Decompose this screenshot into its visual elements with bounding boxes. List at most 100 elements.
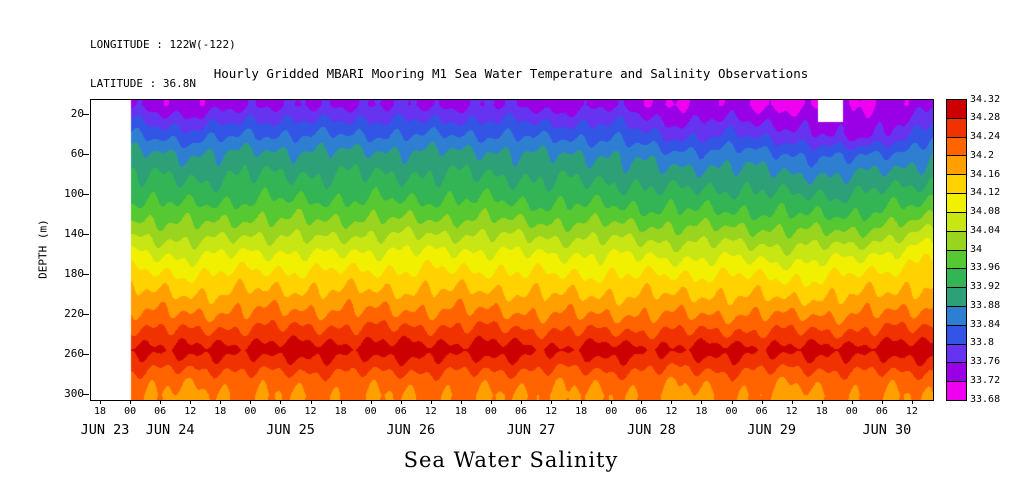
colorbar-cell [947,382,966,400]
colorbar-tick-label: 34.12 [970,187,1001,199]
x-hour-tick-label: 00 [484,406,497,417]
x-day-label: JUN 29 [747,422,796,438]
colorbar-tick-label: 33.8 [970,337,995,349]
y-tick-label: 220 [64,307,84,320]
plot-title: Hourly Gridded MBARI Mooring M1 Sea Wate… [213,66,809,81]
x-axis-tick [521,400,523,404]
y-axis-tick [83,354,89,355]
colorbar-cell [947,212,966,232]
x-hour-tick-label: 18 [695,406,708,417]
colorbar-cell [947,156,966,176]
bottom-axis-title: Sea Water Salinity [403,448,619,472]
x-day-label: JUN 24 [145,422,195,438]
colorbar-cell [947,363,966,383]
y-axis-tick [83,274,89,275]
y-axis-tick [83,154,89,155]
y-tick-label: 100 [64,187,84,200]
x-axis-tick [881,400,883,404]
x-hour-tick-label: 06 [274,406,287,417]
x-hour-tick-label: 06 [755,406,768,417]
colorbar-tick-label: 34.2 [970,149,995,161]
x-axis-tick [791,400,793,404]
y-axis-tick [83,394,89,395]
x-axis-tick [611,400,613,404]
colorbar-cell [947,118,966,138]
y-axis-tick [83,194,89,195]
x-hour-tick-label: 18 [334,406,347,417]
x-axis-tick [370,400,372,404]
colorbar-cell [947,194,966,213]
colorbar-tick-label: 34.16 [970,168,1001,180]
y-axis-tick [83,234,89,235]
colorbar-tick-label: 33.68 [970,393,1001,405]
x-hour-tick-label: 12 [665,406,678,417]
x-hour-tick-label: 18 [93,406,107,417]
longitude-text: LONGITUDE : 122W(-122) [90,38,236,51]
x-axis-tick [220,400,222,404]
x-axis-tick [100,400,102,404]
x-hour-tick-label: 18 [575,406,588,417]
x-day-label: JUN 23 [80,422,130,438]
x-day-label: JUN 30 [862,422,912,438]
x-hour-tick-label: 18 [454,406,467,417]
x-hour-tick-label: 00 [725,406,738,417]
colorbar-tick-label: 34.28 [970,112,1001,124]
x-hour-tick-label: 12 [905,406,918,417]
x-axis-tick [701,400,703,404]
x-axis-tick [731,400,733,404]
x-hour-tick-label: 18 [815,406,828,417]
y-tick-label: 140 [64,227,84,240]
colorbar [946,99,967,401]
x-axis-tick [160,400,162,404]
x-hour-tick-label: 00 [244,406,257,417]
x-hour-tick-label: 00 [845,406,858,417]
colorbar-tick-label: 34.32 [970,93,1001,105]
colorbar-cell [947,137,966,157]
colorbar-tick-label: 34.04 [970,224,1001,236]
y-tick-label: 180 [64,267,84,280]
x-hour-tick-label: 12 [184,406,197,417]
latitude-text: LATITUDE : 36.8N [90,77,196,90]
y-axis-tick [83,114,89,115]
colorbar-cell [947,325,966,345]
colorbar-tick-label: 33.76 [970,356,1001,367]
colorbar-cell [947,344,966,364]
x-axis-tick [551,400,553,404]
colorbar-tick-label: 34.24 [970,131,1001,142]
x-hour-tick-label: 00 [124,406,137,417]
x-hour-tick-label: 12 [424,406,437,417]
colorbar-cell [947,175,966,195]
x-hour-tick-label: 12 [304,406,317,417]
x-hour-tick-label: 18 [214,406,227,417]
colorbar-tick-label: 33.96 [970,262,1001,274]
x-hour-tick-label: 00 [605,406,618,417]
colorbar-tick-label: 33.72 [970,374,1001,386]
x-hour-tick-label: 12 [545,406,558,417]
colorbar-cell [947,250,966,270]
colorbar-cell [947,288,966,307]
x-axis-tick [400,400,402,404]
x-hour-tick-label: 12 [785,406,798,417]
x-hour-tick-label: 06 [875,406,888,417]
x-day-label: JUN 26 [386,422,436,438]
x-day-label: JUN 25 [266,422,315,438]
colorbar-tick-label: 33.92 [970,281,1001,292]
colorbar-cell [947,269,966,289]
x-axis-tick [430,400,432,404]
x-axis-tick [310,400,312,404]
x-axis-tick [250,400,252,404]
colorbar-tick-label: 33.84 [970,318,1001,330]
x-axis-tick [130,400,132,404]
colorbar-cell [947,306,966,326]
y-tick-label: 60 [70,147,84,160]
x-axis-tick [761,400,763,404]
x-axis-tick [280,400,282,404]
salinity-heatmap-canvas [91,100,933,400]
y-tick-label: 260 [64,347,84,360]
x-hour-tick-label: 00 [364,406,377,417]
x-axis-tick [340,400,342,404]
x-axis-tick [490,400,492,404]
x-axis-tick [190,400,192,404]
plot-frame [90,99,934,401]
